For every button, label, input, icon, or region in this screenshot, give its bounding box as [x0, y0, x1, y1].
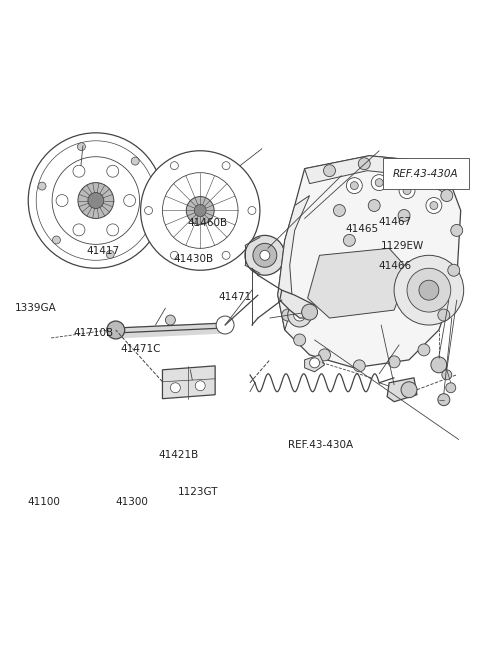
Circle shape	[418, 344, 430, 356]
Circle shape	[403, 187, 411, 195]
Circle shape	[431, 357, 447, 373]
Text: 41465: 41465	[345, 225, 378, 234]
Circle shape	[73, 165, 85, 178]
Circle shape	[170, 162, 179, 170]
Circle shape	[334, 204, 346, 216]
Text: 41466: 41466	[378, 261, 411, 271]
Circle shape	[222, 162, 230, 170]
Circle shape	[36, 141, 156, 260]
Circle shape	[288, 303, 312, 327]
Circle shape	[170, 252, 179, 259]
Text: 41460B: 41460B	[188, 218, 228, 228]
Circle shape	[319, 349, 330, 361]
Circle shape	[343, 234, 355, 246]
Circle shape	[77, 143, 85, 151]
Circle shape	[162, 173, 238, 248]
Text: 1339GA: 1339GA	[15, 303, 57, 312]
Circle shape	[52, 236, 60, 244]
Circle shape	[438, 394, 450, 405]
Circle shape	[248, 206, 256, 214]
Polygon shape	[278, 196, 310, 330]
Circle shape	[145, 211, 154, 219]
Circle shape	[107, 165, 119, 178]
Circle shape	[294, 334, 306, 346]
Polygon shape	[162, 366, 215, 399]
Circle shape	[399, 183, 415, 198]
Circle shape	[166, 315, 175, 325]
Circle shape	[216, 316, 234, 334]
Circle shape	[107, 321, 125, 339]
Text: REF.43-430A: REF.43-430A	[393, 168, 459, 179]
Circle shape	[78, 183, 114, 219]
Circle shape	[301, 304, 318, 320]
Circle shape	[260, 250, 270, 260]
Circle shape	[131, 157, 139, 165]
Circle shape	[398, 210, 410, 221]
Circle shape	[73, 224, 85, 236]
Circle shape	[52, 157, 140, 244]
Circle shape	[368, 200, 380, 212]
Text: 41300: 41300	[116, 497, 149, 507]
Circle shape	[426, 198, 442, 214]
Circle shape	[194, 204, 206, 216]
Circle shape	[375, 179, 383, 187]
Polygon shape	[305, 156, 449, 193]
Circle shape	[350, 181, 358, 189]
Text: REF.43-430A: REF.43-430A	[288, 440, 353, 450]
Circle shape	[28, 133, 164, 269]
Circle shape	[107, 224, 119, 236]
Circle shape	[446, 383, 456, 393]
Circle shape	[347, 178, 362, 194]
Text: 1129EW: 1129EW	[381, 242, 424, 252]
Circle shape	[407, 269, 451, 312]
Text: 41430B: 41430B	[173, 254, 213, 265]
Circle shape	[124, 195, 136, 206]
Circle shape	[353, 360, 365, 372]
Circle shape	[144, 206, 153, 214]
Circle shape	[282, 309, 294, 321]
Circle shape	[401, 382, 417, 398]
Circle shape	[56, 195, 68, 206]
Circle shape	[451, 225, 463, 236]
Circle shape	[88, 193, 104, 208]
Circle shape	[394, 255, 464, 325]
Circle shape	[438, 309, 450, 321]
Circle shape	[141, 151, 260, 271]
Text: 41471C: 41471C	[120, 344, 161, 354]
Circle shape	[419, 280, 439, 300]
Circle shape	[448, 264, 460, 276]
Circle shape	[222, 252, 230, 259]
Circle shape	[245, 235, 285, 275]
Polygon shape	[305, 355, 324, 372]
Circle shape	[430, 202, 438, 210]
Circle shape	[324, 164, 336, 177]
Text: 1123GT: 1123GT	[178, 487, 218, 497]
Circle shape	[441, 189, 453, 202]
Circle shape	[297, 212, 307, 223]
Circle shape	[253, 244, 277, 267]
Circle shape	[442, 370, 452, 380]
Circle shape	[423, 170, 435, 181]
Circle shape	[358, 158, 370, 170]
Circle shape	[195, 381, 205, 391]
Polygon shape	[280, 290, 314, 318]
Circle shape	[310, 358, 320, 368]
Circle shape	[106, 250, 114, 258]
Text: 41100: 41100	[28, 497, 60, 507]
Text: 41421B: 41421B	[159, 450, 199, 460]
Circle shape	[371, 175, 387, 191]
Polygon shape	[278, 156, 461, 368]
Polygon shape	[308, 248, 409, 318]
Circle shape	[170, 383, 180, 393]
Text: 41417: 41417	[86, 246, 120, 256]
Circle shape	[38, 182, 46, 190]
Text: 41710B: 41710B	[73, 328, 113, 337]
Circle shape	[186, 196, 214, 225]
Circle shape	[388, 356, 400, 368]
Circle shape	[294, 309, 306, 321]
Circle shape	[393, 160, 405, 172]
Text: 41467: 41467	[378, 217, 411, 227]
Text: 41471: 41471	[218, 291, 252, 302]
Polygon shape	[387, 378, 417, 402]
